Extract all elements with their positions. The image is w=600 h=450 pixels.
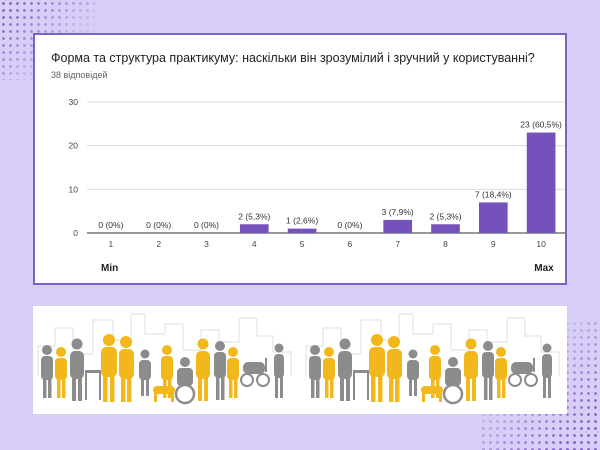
bar bbox=[431, 224, 460, 233]
x-tick-label: 8 bbox=[443, 239, 448, 249]
chart-title: Форма та структура практикуму: наскільки… bbox=[51, 51, 535, 65]
y-tick-label: 20 bbox=[69, 141, 79, 151]
data-label: 1 (2,6%) bbox=[286, 216, 318, 226]
x-tick-label: 9 bbox=[491, 239, 496, 249]
x-tick-label: 5 bbox=[300, 239, 305, 249]
data-label: 2 (5,3%) bbox=[429, 211, 461, 221]
bar bbox=[383, 219, 413, 233]
y-tick-label: 30 bbox=[69, 97, 79, 107]
bar bbox=[526, 132, 556, 233]
y-tick-label: 10 bbox=[69, 184, 79, 194]
y-tick-label: 0 bbox=[73, 228, 78, 238]
data-label: 0 (0%) bbox=[194, 220, 219, 230]
data-label: 0 (0%) bbox=[337, 220, 362, 230]
data-label: 2 (5,3%) bbox=[238, 211, 270, 221]
data-label: 7 (18,4%) bbox=[475, 189, 512, 199]
labels-layer: 0 10 20 30 0 (0%) 1 0 (0%) 2 0 (0%) 3 2 (5,3%) 4 1 (… bbox=[69, 97, 563, 249]
x-tick-label: 4 bbox=[252, 239, 257, 249]
x-tick-label: 7 bbox=[395, 239, 400, 249]
data-label: 0 (0%) bbox=[146, 220, 171, 230]
bars-layer bbox=[239, 132, 556, 233]
bar bbox=[287, 228, 317, 233]
x-tick-label: 6 bbox=[348, 239, 353, 249]
bar bbox=[478, 202, 508, 233]
x-tick-label: 1 bbox=[109, 239, 114, 249]
people-crowd-illustration bbox=[33, 306, 567, 414]
bar-chart: 0 10 20 30 0 (0%) 1 0 (0%) 2 0 (0%) 3 2 (5,3%) 4 1 (… bbox=[69, 97, 565, 274]
data-label: 3 (7,9%) bbox=[382, 207, 414, 217]
x-tick-label: 2 bbox=[156, 239, 161, 249]
x-tick-label: 10 bbox=[536, 239, 546, 249]
response-count: 38 відповідей bbox=[51, 70, 108, 80]
data-label: 0 (0%) bbox=[98, 220, 123, 230]
x-tick-label: 3 bbox=[204, 239, 209, 249]
chart-card: Форма та структура практикуму: наскільки… bbox=[33, 33, 567, 285]
data-label: 23 (60,5%) bbox=[520, 120, 562, 130]
min-label: Min bbox=[101, 263, 118, 274]
max-label: Max bbox=[534, 263, 554, 274]
bar bbox=[239, 224, 269, 233]
